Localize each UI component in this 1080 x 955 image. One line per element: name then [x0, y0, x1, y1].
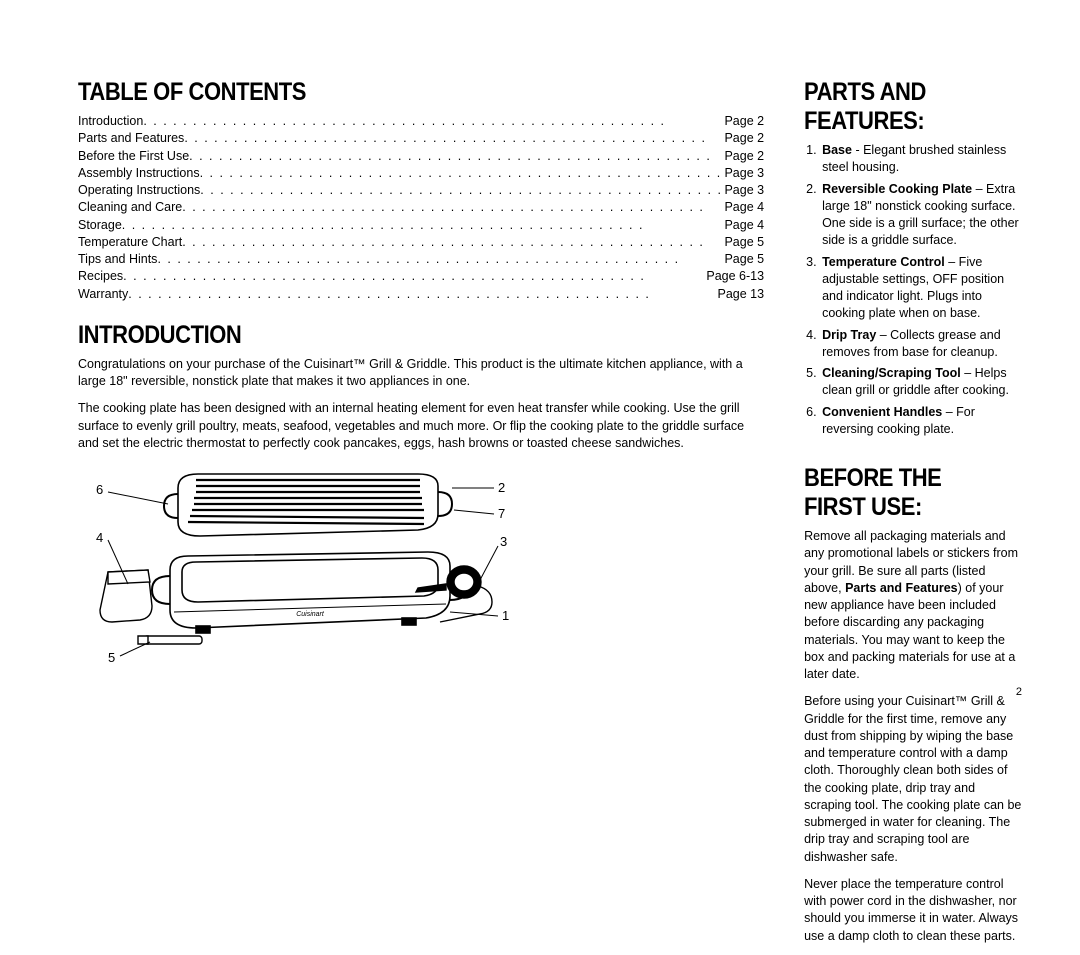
toc-dots — [189, 148, 722, 165]
before-p1-bold: Parts and Features — [845, 581, 958, 595]
feature-name: Reversible Cooking Plate — [822, 182, 972, 196]
toc-dots — [128, 286, 715, 303]
toc-row: Assembly Instructions Page 3 — [78, 165, 764, 182]
toc-row: Temperature Chart Page 5 — [78, 234, 764, 251]
callout-7: 7 — [498, 506, 505, 521]
toc-label: Parts and Features — [78, 130, 184, 147]
feature-name: Cleaning/Scraping Tool — [822, 366, 961, 380]
toc-label: Warranty — [78, 286, 128, 303]
feature-name: Convenient Handles — [822, 405, 942, 419]
toc-dots — [122, 217, 723, 234]
toc-page: Page 2 — [722, 130, 764, 147]
before-para-3: Never place the temperature control with… — [804, 876, 1022, 945]
callout-4: 4 — [96, 530, 103, 545]
toc-page: Page 13 — [716, 286, 765, 303]
toc-page: Page 4 — [722, 217, 764, 234]
toc-page: Page 2 — [722, 113, 764, 130]
toc-row: Storage Page 4 — [78, 217, 764, 234]
before-para-1: Remove all packaging materials and any p… — [804, 528, 1022, 683]
parts-diagram: Cuisinart — [78, 464, 518, 664]
toc-label: Operating Instructions — [78, 182, 200, 199]
toc-label: Temperature Chart — [78, 234, 182, 251]
intro-para-2: The cooking plate has been designed with… — [78, 400, 764, 452]
callout-6: 6 — [96, 482, 103, 497]
callout-5: 5 — [108, 650, 115, 665]
toc-label: Before the First Use — [78, 148, 189, 165]
toc-dots — [123, 268, 704, 285]
toc-label: Cleaning and Care — [78, 199, 182, 216]
toc-dots — [182, 199, 722, 216]
toc-label: Storage — [78, 217, 122, 234]
toc-row: Introduction Page 2 — [78, 113, 764, 130]
toc-page: Page 6-13 — [704, 268, 764, 285]
feature-name: Base — [822, 143, 852, 157]
intro-para-1: Congratulations on your purchase of the … — [78, 356, 764, 391]
table-of-contents: Introduction Page 2 Parts and Features Page… — [78, 113, 764, 303]
svg-text:Cuisinart: Cuisinart — [296, 611, 325, 618]
before-para-2: Before using your Cuisinart™ Grill & Gri… — [804, 693, 1022, 866]
toc-page: Page 2 — [722, 148, 764, 165]
toc-dots — [143, 113, 722, 130]
feature-name: Drip Tray — [822, 328, 876, 342]
toc-row: Before the First Use Page 2 — [78, 148, 764, 165]
callout-1: 1 — [502, 608, 509, 623]
feature-item: Cleaning/Scraping Tool – Helps clean gri… — [820, 365, 1022, 400]
toc-page: Page 3 — [722, 182, 764, 199]
feature-item: Temperature Control – Five adjustable se… — [820, 254, 1022, 323]
toc-dots — [184, 130, 722, 147]
toc-label: Assembly Instructions — [78, 165, 200, 182]
feature-item: Base - Elegant brushed stainless steel h… — [820, 142, 1022, 177]
toc-page: Page 5 — [722, 251, 764, 268]
toc-dots — [200, 182, 722, 199]
toc-dots — [182, 234, 722, 251]
toc-page: Page 4 — [722, 199, 764, 216]
before-p1-c: ) of your new appliance have been includ… — [804, 581, 1015, 681]
toc-label: Recipes — [78, 268, 123, 285]
feature-name: Temperature Control — [822, 255, 945, 269]
toc-heading: TABLE OF CONTENTS — [78, 78, 682, 107]
callout-3: 3 — [500, 534, 507, 549]
page-number: 2 — [1016, 686, 1022, 698]
grill-diagram-svg: Cuisinart — [78, 464, 518, 664]
toc-dots — [200, 165, 723, 182]
toc-label: Introduction — [78, 113, 143, 130]
parts-heading: PARTS AND FEATURES: — [804, 78, 996, 136]
before-heading: BEFORE THE FIRST USE: — [804, 464, 996, 522]
feature-item: Convenient Handles – For reversing cooki… — [820, 404, 1022, 439]
callout-2: 2 — [498, 480, 505, 495]
toc-row: Tips and Hints Page 5 — [78, 251, 764, 268]
toc-page: Page 3 — [722, 165, 764, 182]
features-list: Base - Elegant brushed stainless steel h… — [804, 142, 1022, 438]
toc-row: Recipes Page 6-13 — [78, 268, 764, 285]
toc-row: Parts and Features Page 2 — [78, 130, 764, 147]
toc-row: Operating Instructions Page 3 — [78, 182, 764, 199]
feature-item: Reversible Cooking Plate – Extra large 1… — [820, 181, 1022, 250]
toc-row: Cleaning and Care Page 4 — [78, 199, 764, 216]
intro-heading: INTRODUCTION — [78, 321, 682, 350]
toc-page: Page 5 — [722, 234, 764, 251]
feature-item: Drip Tray – Collects grease and removes … — [820, 327, 1022, 362]
toc-label: Tips and Hints — [78, 251, 157, 268]
toc-dots — [157, 251, 722, 268]
toc-row: Warranty Page 13 — [78, 286, 764, 303]
